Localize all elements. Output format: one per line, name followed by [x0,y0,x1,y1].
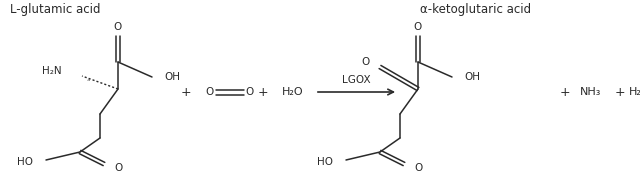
Text: O: O [414,163,422,173]
Text: H₂O: H₂O [629,87,640,97]
Text: HO: HO [317,157,333,167]
Text: O: O [246,87,254,97]
Text: O: O [114,163,122,173]
Text: ,,: ,, [86,75,90,81]
Text: O: O [414,22,422,32]
Text: HO: HO [17,157,33,167]
Text: +: + [560,86,570,98]
Text: H₂O: H₂O [282,87,304,97]
Text: OH: OH [464,72,480,82]
Text: +: + [180,86,191,98]
Text: H₂N: H₂N [42,66,62,76]
Text: LGOX: LGOX [342,75,371,85]
Text: O: O [362,57,370,67]
Text: α-ketoglutaric acid: α-ketoglutaric acid [420,3,531,15]
Text: O: O [206,87,214,97]
Text: OH: OH [164,72,180,82]
Text: NH₃: NH₃ [580,87,602,97]
Text: +: + [258,86,268,98]
Text: O: O [114,22,122,32]
Text: L-glutamic acid: L-glutamic acid [10,3,100,15]
Text: +: + [614,86,625,98]
